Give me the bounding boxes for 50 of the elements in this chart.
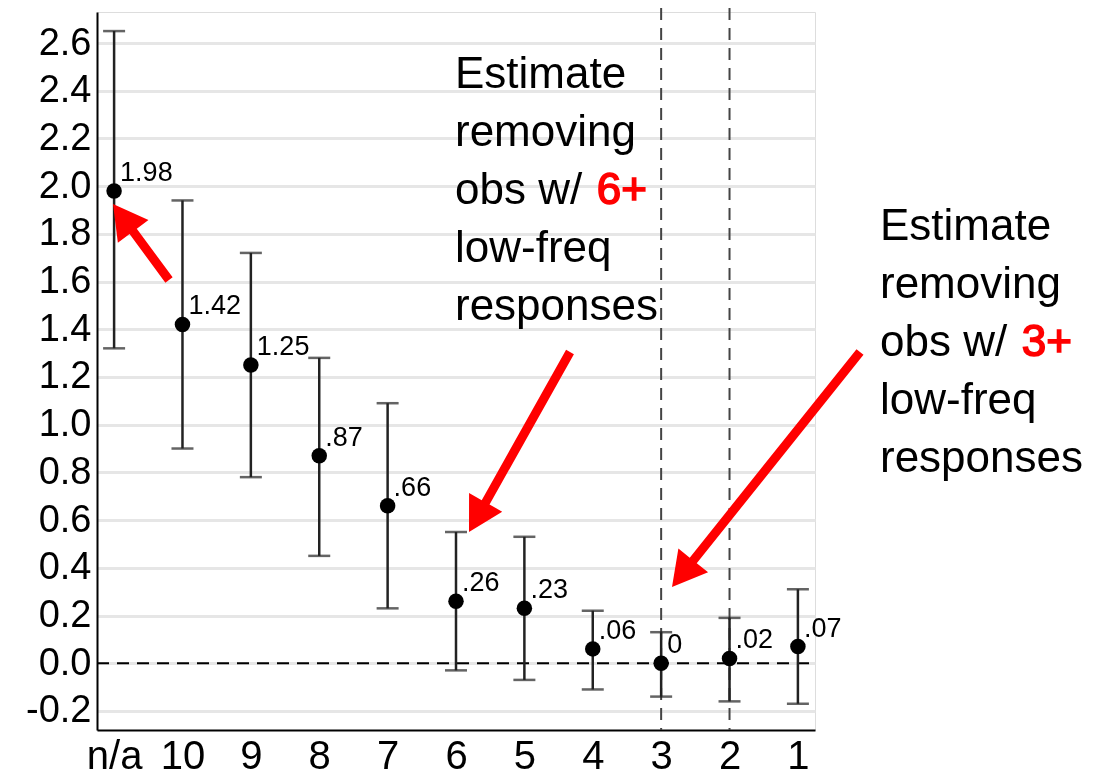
data-label: 1.42 [188,290,242,321]
data-label: .26 [462,567,500,598]
y-tick-label: 1.8 [38,211,92,254]
data-label: .66 [393,471,432,502]
y-tick-label: 1.6 [38,259,92,302]
data-label: .07 [803,612,842,643]
y-tick-label: 1.4 [38,306,92,349]
point [379,498,396,514]
y-tick-label: 0.4 [38,545,92,588]
y-tick-label: 1.0 [38,402,92,445]
x-tick-label: 4 [582,732,605,777]
x-tick-label: 7 [376,732,400,777]
x-tick-label: 8 [308,732,331,777]
x-tick-label: 1 [787,732,810,777]
point [106,183,122,199]
data-label: .02 [735,624,774,655]
point [790,638,806,655]
point [243,357,259,373]
data-label: 1.98 [120,156,173,187]
y-tick-label: 0.8 [38,449,92,492]
data-label: .23 [530,574,568,605]
x-tick-label: n/a [86,732,144,777]
data-label: 0 [667,629,683,660]
point [585,641,601,657]
x-tick-label: 6 [445,732,468,777]
y-tick-label: 2.2 [38,115,92,158]
y-tick-label: -0.2 [26,688,92,731]
x-tick-label: 2 [718,732,742,777]
point [516,600,533,617]
y-tick-label: 0.2 [38,593,92,635]
x-tick-label: 5 [513,732,537,777]
point [448,593,464,609]
point [653,655,669,671]
data-label: 1.25 [256,331,310,362]
x-tick-label: 3 [650,732,673,777]
y-tick-label: 0.0 [38,640,92,683]
annotation: Estimate removing obs w/ 6+ low-freq responses [455,48,659,329]
data-label: .87 [325,421,363,452]
point [721,650,738,667]
data-label: .06 [598,614,637,645]
x-tick-label: 10 [160,732,206,777]
point [174,316,191,333]
point [311,447,327,464]
text: Estimate removing obs w/ 3+ low-freq responses [880,200,1084,481]
y-tick-label: 2.6 [38,20,92,63]
y-tick-label: 2.0 [38,163,92,206]
x-tick-label: 9 [240,732,263,777]
y-tick-label: 0.6 [38,497,92,540]
y-tick-label: 2.4 [38,68,92,111]
y-tick-label: 1.2 [38,354,92,397]
